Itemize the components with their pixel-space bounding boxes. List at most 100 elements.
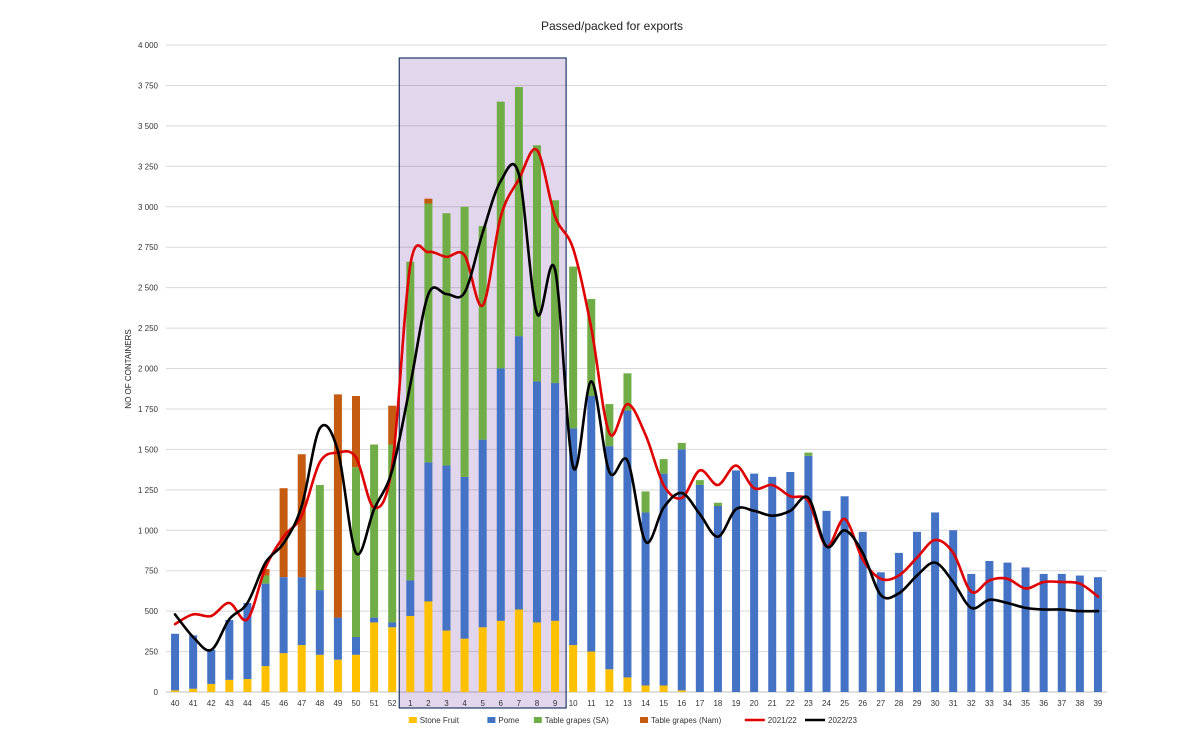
bar-stone-fruit — [315, 654, 324, 692]
x-tick-label: 38 — [1075, 699, 1084, 708]
x-tick-label: 46 — [279, 699, 288, 708]
bar-pome — [822, 510, 831, 692]
bar-table-grapes-sa — [804, 452, 813, 456]
bar-table-grapes-sa — [478, 226, 487, 440]
x-tick-label: 36 — [1039, 699, 1048, 708]
legend-item: 2021/22 — [744, 716, 797, 725]
bar-pome — [894, 552, 903, 692]
bar-pome — [605, 446, 614, 670]
bar-stone-fruit — [460, 638, 469, 692]
y-tick-label: 500 — [145, 607, 159, 616]
bar-table-grapes-sa — [569, 266, 578, 429]
legend-swatch — [533, 717, 542, 723]
legend-label: Table grapes (SA) — [545, 716, 609, 725]
legend-label: 2022/23 — [828, 716, 857, 725]
bar-table-grapes-sa — [532, 145, 541, 382]
x-tick-label: 47 — [297, 699, 306, 708]
bar-stone-fruit — [171, 690, 180, 692]
bar-stone-fruit — [388, 627, 397, 692]
bar-pome — [750, 473, 759, 692]
bar-table-grapes-nam — [352, 395, 361, 468]
bar-pome — [949, 530, 958, 692]
bar-pome — [424, 462, 433, 602]
bar-pome — [587, 395, 596, 652]
x-tick-label: 13 — [623, 699, 632, 708]
bar-stone-fruit — [496, 620, 505, 692]
bar-pome — [1093, 577, 1102, 692]
x-tick-label: 40 — [171, 699, 180, 708]
bar-table-grapes-sa — [695, 480, 704, 485]
bar-stone-fruit — [297, 645, 306, 692]
bar-stone-fruit — [659, 685, 668, 692]
x-tick-label: 34 — [1003, 699, 1012, 708]
bar-stone-fruit — [478, 627, 487, 692]
bar-table-grapes-sa — [605, 404, 614, 447]
bar-table-grapes-sa — [315, 484, 324, 591]
bar-pome — [171, 633, 180, 691]
bar-table-grapes-sa — [261, 575, 270, 584]
bar-pome — [659, 473, 668, 686]
x-tick-label: 15 — [659, 699, 668, 708]
x-tick-label: 41 — [189, 699, 198, 708]
bar-pome — [713, 505, 722, 692]
bar-table-grapes-sa — [406, 261, 415, 581]
bar-pome — [297, 577, 306, 646]
bar-stone-fruit — [623, 677, 632, 692]
bar-pome — [388, 622, 397, 628]
bar-pome — [1003, 562, 1012, 692]
y-tick-label: 3 250 — [138, 162, 159, 171]
x-tick-label: 18 — [713, 699, 722, 708]
bar-table-grapes-sa — [551, 200, 560, 384]
y-tick-label: 3 750 — [138, 81, 159, 90]
x-tick-label: 42 — [207, 699, 216, 708]
bar-pome — [243, 603, 252, 680]
x-tick-label: 24 — [822, 699, 831, 708]
bar-pome — [569, 428, 578, 646]
x-tick-label: 19 — [732, 699, 741, 708]
x-tick-label: 3 — [444, 699, 449, 708]
x-tick-label: 14 — [641, 699, 650, 708]
x-tick-label: 23 — [804, 699, 813, 708]
bar-table-grapes-sa — [623, 373, 632, 411]
bar-table-grapes-sa — [587, 298, 596, 396]
y-tick-label: 2 000 — [138, 365, 159, 374]
bar-pome — [532, 381, 541, 623]
bar-stone-fruit — [442, 630, 451, 692]
x-tick-label: 52 — [388, 699, 397, 708]
bar-stone-fruit — [532, 622, 541, 692]
x-axis-ticks: 40 41 42 43 44 45 46 47 48 49 50 51 52 1 2 3 4 5 6 7 8 9 10 11 1… — [171, 699, 1103, 708]
x-tick-label: 32 — [967, 699, 976, 708]
bar-pome — [207, 649, 216, 684]
x-tick-label: 11 — [587, 699, 596, 708]
bar-stone-fruit — [551, 620, 560, 692]
legend-item: 2022/23 — [805, 716, 857, 725]
bar-pome — [876, 572, 885, 692]
x-tick-label: 21 — [768, 699, 777, 708]
legend-item: Table grapes (Nam) — [640, 716, 722, 725]
x-tick-label: 22 — [786, 699, 795, 708]
bar-table-grapes-sa — [641, 491, 650, 513]
bar-pome — [1075, 575, 1084, 692]
bar-pome — [406, 580, 415, 616]
y-tick-label: 1 750 — [138, 405, 159, 414]
bar-table-grapes-nam — [279, 488, 288, 578]
bar-stone-fruit — [605, 669, 614, 692]
x-tick-label: 8 — [535, 699, 540, 708]
x-tick-label: 39 — [1093, 699, 1102, 708]
bar-pome — [677, 449, 686, 691]
x-tick-label: 31 — [949, 699, 958, 708]
bar-pome — [768, 476, 777, 692]
x-tick-label: 43 — [225, 699, 234, 708]
bar-pome — [985, 560, 994, 692]
y-tick-label: 4 000 — [138, 41, 159, 50]
chart-title: Passed/packed for exports — [541, 19, 683, 33]
legend: Stone Fruit Pome Table grapes (SA) Table gr… — [408, 716, 857, 725]
bar-stone-fruit — [587, 651, 596, 692]
y-tick-label: 1 000 — [138, 526, 159, 535]
x-tick-label: 50 — [352, 699, 361, 708]
bar-table-grapes-sa — [514, 87, 523, 337]
bar-pome — [912, 531, 921, 692]
x-tick-label: 2 — [426, 699, 431, 708]
bar-stone-fruit — [225, 679, 234, 692]
x-tick-label: 30 — [931, 699, 940, 708]
